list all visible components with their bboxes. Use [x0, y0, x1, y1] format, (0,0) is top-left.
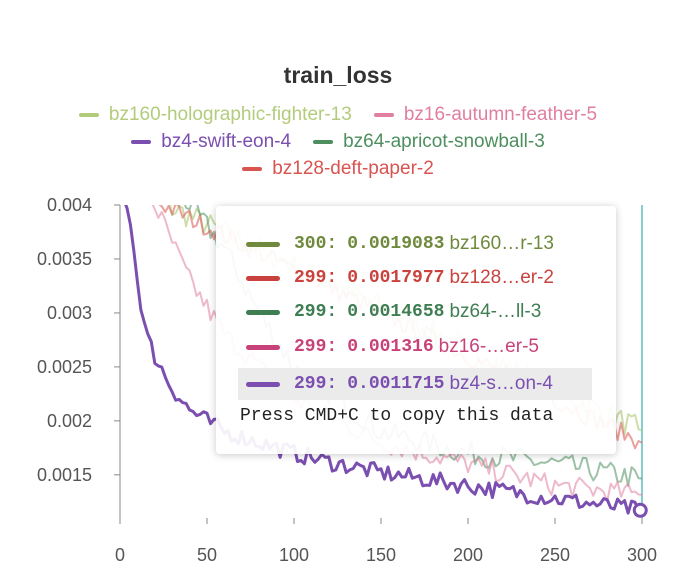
tooltip-step: 299 — [294, 374, 327, 394]
tooltip-separator: : — [326, 302, 338, 322]
tooltip-separator: : — [326, 374, 338, 394]
legend-row: bz128-deft-paper-2 — [0, 158, 676, 180]
tooltip-swatch — [246, 309, 280, 315]
tooltip-value: 0.001316 — [347, 337, 434, 357]
tooltip-swatch — [246, 381, 280, 387]
legend-item[interactable]: bz160-holographic-fighter-13 — [78, 104, 352, 126]
tooltip-separator: : — [326, 268, 338, 288]
legend-label: bz4-swift-eon-4 — [161, 131, 292, 152]
y-tick-label: 0.002 — [47, 411, 92, 431]
legend-item[interactable]: bz16-autumn-feather-5 — [373, 104, 598, 126]
legend-label: bz16-autumn-feather-5 — [403, 104, 598, 125]
y-tick-label: 0.004 — [47, 195, 92, 215]
tooltip-step: 299 — [294, 337, 327, 357]
tooltip-step: 299 — [294, 268, 327, 288]
tooltip-value: 0.0019083 — [347, 234, 445, 254]
tooltip-swatch — [246, 241, 280, 247]
hover-point-marker — [632, 502, 648, 518]
tooltip-swatch — [246, 344, 280, 350]
tooltip-run-name: bz128…er-2 — [449, 267, 554, 288]
legend-item[interactable]: bz4-swift-eon-4 — [131, 131, 291, 153]
tooltip-row: 299:0.001316 bz16-…er-5 — [238, 331, 592, 363]
legend-row: bz4-swift-eon-4 bz64-apricot-snowball-3 — [0, 131, 676, 153]
tooltip-run-name: bz4-s…on-4 — [449, 373, 553, 394]
tooltip-value: 0.0011715 — [347, 374, 445, 394]
x-tick-label: 50 — [197, 545, 217, 565]
legend-label: bz160-holographic-fighter-13 — [108, 104, 352, 125]
tooltip-row: 299:0.0011715 bz4-s…on-4 — [238, 368, 592, 400]
tooltip-value: 0.0017977 — [347, 268, 445, 288]
legend-swatch — [242, 167, 263, 171]
tooltip-separator: : — [326, 337, 338, 357]
tooltip-run-name: bz160…r-13 — [449, 233, 554, 254]
legend-swatch — [373, 113, 394, 117]
tooltip-run-name: bz64-…ll-3 — [449, 301, 542, 322]
tooltip-row: 299:0.0017977 bz128…er-2 — [238, 262, 592, 294]
tooltip-swatch — [246, 275, 280, 281]
series-line[interactable] — [120, 194, 642, 515]
tooltip-step: 299 — [294, 302, 327, 322]
x-tick-label: 100 — [279, 545, 309, 565]
x-tick-label: 150 — [366, 545, 396, 565]
legend-label: bz128-deft-paper-2 — [272, 158, 434, 179]
x-tick-label: 200 — [453, 545, 483, 565]
y-tick-label: 0.0025 — [37, 357, 92, 377]
legend-row: bz160-holographic-fighter-13 bz16-autumn-… — [0, 104, 676, 126]
x-tick-label: 0 — [115, 545, 125, 565]
chart-title: train_loss — [283, 62, 393, 88]
tooltip-separator: : — [326, 234, 338, 254]
y-tick-label: 0.0035 — [37, 249, 92, 269]
legend-swatch — [131, 140, 152, 144]
tooltip-step: 300 — [294, 234, 327, 254]
tooltip-copy-hint: Press CMD+C to copy this data — [240, 406, 554, 426]
y-tick-label: 0.003 — [47, 303, 92, 323]
y-tick-label: 0.0015 — [37, 465, 92, 485]
tooltip-row: 299:0.0014658 bz64-…ll-3 — [238, 296, 592, 328]
legend-swatch — [313, 140, 334, 144]
legend-item[interactable]: bz128-deft-paper-2 — [242, 158, 434, 180]
x-tick-label: 250 — [540, 545, 570, 565]
legend-item[interactable]: bz64-apricot-snowball-3 — [313, 131, 545, 153]
x-tick-label: 300 — [627, 545, 657, 565]
tooltip-run-name: bz16-…er-5 — [438, 336, 539, 357]
tooltip-row: 300:0.0019083 bz160…r-13 — [238, 228, 592, 260]
legend-label: bz64-apricot-snowball-3 — [343, 131, 545, 152]
tooltip-value: 0.0014658 — [347, 302, 445, 322]
hover-tooltip: 300:0.0019083 bz160…r-13 299:0.0017977 bz12… — [216, 206, 616, 454]
legend-swatch — [78, 113, 99, 117]
